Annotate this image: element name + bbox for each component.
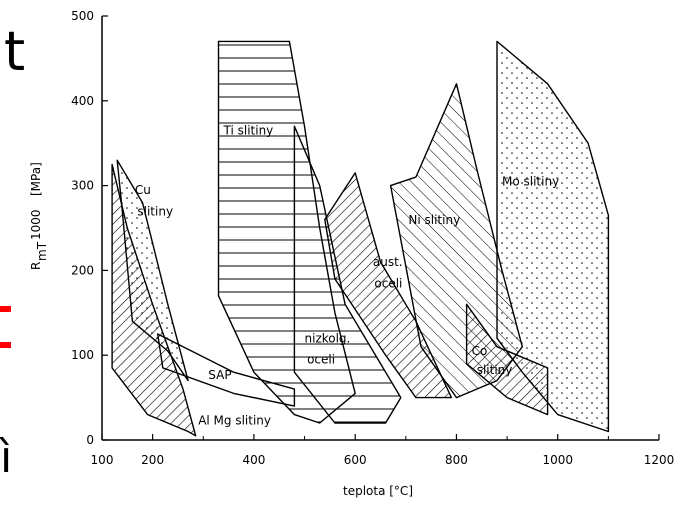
x-tick-label: 800 [445, 453, 468, 467]
region-label-11: Co [472, 344, 488, 358]
y-axis-title-sub: mT [35, 241, 49, 261]
edge-mark-red-2 [0, 342, 11, 348]
y-axis-title: R mT 1000 [MPa] [29, 162, 49, 270]
x-tick-label: 600 [344, 453, 367, 467]
y-tick-label: 200 [71, 263, 94, 277]
x-tick-label: 200 [141, 453, 164, 467]
region-label-2: Ti slitiny [223, 124, 274, 138]
y-tick-label: 300 [71, 179, 94, 193]
edge-mark-bottom: ì [0, 432, 12, 483]
region-al-mg-slitiny [111, 163, 197, 437]
plot-area: Cu slitiny Ti slitiny Mo slitiny Ni slitiny a… [111, 40, 610, 437]
x-tick-label: 400 [242, 453, 265, 467]
axes: 100 200 400 600 800 1000 1200 0 100 200 300 400 500 [71, 9, 674, 467]
region-label-3: Mo slitiny [502, 175, 559, 189]
y-axis-title-sup: 1000 [29, 209, 43, 240]
region-label-0: Cu [135, 183, 151, 197]
y-tick-label: 500 [71, 9, 94, 23]
x-tick-label: 100 [91, 453, 114, 467]
x-tick-label: 1000 [542, 453, 573, 467]
region-label-9: SAP [208, 368, 231, 382]
region-co-slitiny [465, 303, 549, 416]
x-tick-label: 1200 [644, 453, 675, 467]
y-tick-label: 400 [71, 94, 94, 108]
y-tick-label: 0 [86, 433, 94, 447]
edge-mark-top: t [4, 20, 25, 83]
region-label-12: slitiny [477, 363, 513, 377]
y-tick-label: 100 [71, 348, 94, 362]
region-label-5: aust. [373, 255, 403, 269]
region-label-10: Al Mg slitiny [198, 414, 271, 428]
region-label-1: slitiny [137, 204, 173, 218]
region-label-4: Ni slitiny [408, 213, 460, 227]
x-axis-title: teplota [°C] [343, 484, 413, 498]
region-label-7: nizkolg. [305, 332, 351, 346]
edge-mark-red-1 [0, 306, 11, 312]
region-label-6: oceli [374, 276, 402, 290]
y-axis-title-main: R [29, 262, 43, 270]
region-label-8: oceli [307, 353, 335, 367]
region-nizkolg-oceli [293, 125, 402, 424]
y-axis-title-unit: [MPa] [29, 162, 43, 196]
